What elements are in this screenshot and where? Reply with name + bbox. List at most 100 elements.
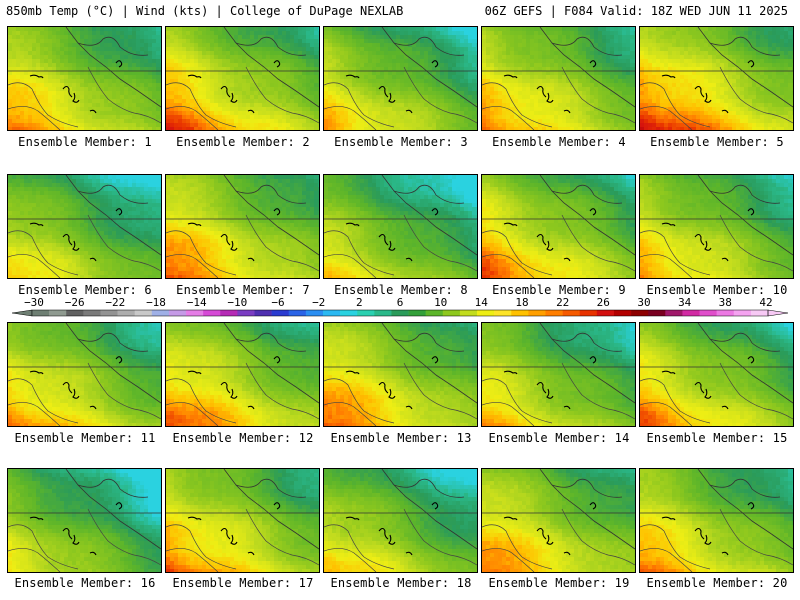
colorbar-swatch <box>528 310 546 316</box>
temperature-colorbar: −30 −26 −22 −18 −14 −10 −6 −2 2 6 10 14 18 22 26 30 34 38… <box>0 296 800 318</box>
member-map-panel <box>7 322 162 427</box>
colorbar-swatch <box>545 310 563 316</box>
member-map-panel <box>165 322 320 427</box>
colorbar-swatch <box>134 310 153 316</box>
colorbar-swatch <box>665 310 683 316</box>
colorbar-swatch <box>442 310 461 316</box>
member-map-panel <box>639 322 794 427</box>
member-map-panel <box>481 322 636 427</box>
colorbar-tick-label: −18 <box>146 296 166 309</box>
colorbar-swatch <box>511 310 529 316</box>
colorbar-tick-label: 10 <box>434 296 447 309</box>
colorbar-swatch <box>203 310 221 316</box>
colorbar-swatch <box>494 310 512 316</box>
colorbar-swatch <box>271 310 290 316</box>
colorbar-swatch <box>716 310 735 316</box>
colorbar-swatch <box>477 310 495 316</box>
colorbar-tick-label: 22 <box>556 296 569 309</box>
member-map-panel <box>639 468 794 573</box>
member-map-panel <box>481 468 636 573</box>
colorbar-high-arrow <box>767 309 789 317</box>
colorbar-swatch <box>357 310 375 316</box>
colorbar-swatch <box>49 310 67 316</box>
colorbar-tick-label: −30 <box>24 296 44 309</box>
colorbar-swatch <box>750 310 769 316</box>
colorbar-swatch <box>459 310 478 316</box>
member-map-panel <box>639 174 794 279</box>
member-map-panel <box>323 468 478 573</box>
ensemble-member-label: Ensemble Member: 15 <box>638 431 796 445</box>
colorbar-swatch <box>220 310 238 316</box>
colorbar-tick-label: −10 <box>227 296 247 309</box>
member-map-panel <box>165 174 320 279</box>
ensemble-member-label: Ensemble Member: 7 <box>164 283 322 297</box>
ensemble-member-label: Ensemble Member: 16 <box>6 576 164 590</box>
colorbar-swatch <box>288 310 307 316</box>
colorbar-swatch <box>237 310 255 316</box>
colorbar-low-arrow <box>11 309 33 317</box>
member-map-panel <box>481 174 636 279</box>
member-map-panel <box>639 26 794 131</box>
colorbar-swatch <box>83 310 101 316</box>
ensemble-member-label: Ensemble Member: 5 <box>638 135 796 149</box>
colorbar-tick-label: −14 <box>187 296 207 309</box>
colorbar-swatch <box>151 310 170 316</box>
colorbar-tick-label: 2 <box>356 296 363 309</box>
colorbar-tick-label: 18 <box>515 296 528 309</box>
colorbar-swatch <box>340 310 358 316</box>
colorbar-tick-label: 14 <box>475 296 489 309</box>
member-map-panel <box>7 468 162 573</box>
colorbar-swatch <box>374 310 392 316</box>
colorbar-swatch <box>391 310 409 316</box>
colorbar-swatch <box>425 310 444 316</box>
ensemble-member-label: Ensemble Member: 20 <box>638 576 796 590</box>
ensemble-member-label: Ensemble Member: 18 <box>322 576 480 590</box>
member-map-panel <box>165 468 320 573</box>
member-map-panel <box>7 26 162 131</box>
colorbar-tick-label: 42 <box>759 296 772 309</box>
ensemble-member-label: Ensemble Member: 2 <box>164 135 322 149</box>
colorbar-swatch <box>186 310 204 316</box>
ensemble-member-label: Ensemble Member: 6 <box>6 283 164 297</box>
colorbar-swatch <box>631 310 649 316</box>
member-map-panel <box>165 26 320 131</box>
colorbar-svg: −30 −26 −22 −18 −14 −10 −6 −2 2 6 10 14 18 22 26 30 34 38… <box>11 296 789 317</box>
ensemble-member-label: Ensemble Member: 11 <box>6 431 164 445</box>
member-map-panel <box>481 26 636 131</box>
member-map-panel <box>323 322 478 427</box>
member-map-panel <box>323 174 478 279</box>
ensemble-member-label: Ensemble Member: 4 <box>480 135 638 149</box>
colorbar-tick-label: 34 <box>678 296 692 309</box>
colorbar-tick-label: 30 <box>637 296 650 309</box>
ensemble-member-label: Ensemble Member: 19 <box>480 576 638 590</box>
colorbar-swatch <box>648 310 666 316</box>
ensemble-member-label: Ensemble Member: 12 <box>164 431 322 445</box>
colorbar-tick-label: 6 <box>397 296 404 309</box>
ensemble-member-label: Ensemble Member: 3 <box>322 135 480 149</box>
colorbar-swatch <box>100 310 118 316</box>
colorbar-swatch <box>32 310 50 316</box>
colorbar-tick-label: −6 <box>271 296 284 309</box>
colorbar-tick-label: 38 <box>719 296 732 309</box>
colorbar-swatch <box>168 310 187 316</box>
colorbar-swatch <box>562 310 581 316</box>
colorbar-swatch <box>66 310 84 316</box>
ensemble-member-label: Ensemble Member: 9 <box>480 283 638 297</box>
ensemble-member-label: Ensemble Member: 1 <box>6 135 164 149</box>
colorbar-swatch <box>699 310 717 316</box>
ensemble-member-label: Ensemble Member: 13 <box>322 431 480 445</box>
ensemble-member-label: Ensemble Member: 14 <box>480 431 638 445</box>
colorbar-swatch <box>579 310 598 316</box>
colorbar-tick-label: −2 <box>312 296 325 309</box>
ensemble-member-label: Ensemble Member: 10 <box>638 283 796 297</box>
ensemble-member-label: Ensemble Member: 17 <box>164 576 322 590</box>
map-title: 850mb Temp (°C) | Wind (kts) | College o… <box>6 4 403 18</box>
model-run-info: 06Z GEFS | F084 Valid: 18Z WED JUN 11 20… <box>485 4 788 18</box>
colorbar-tick-label: 26 <box>597 296 610 309</box>
member-map-panel <box>323 26 478 131</box>
colorbar-swatch <box>254 310 272 316</box>
colorbar-tick-label: −26 <box>65 296 85 309</box>
colorbar-swatch <box>682 310 700 316</box>
colorbar-swatch <box>305 310 324 316</box>
colorbar-swatch <box>408 310 426 316</box>
